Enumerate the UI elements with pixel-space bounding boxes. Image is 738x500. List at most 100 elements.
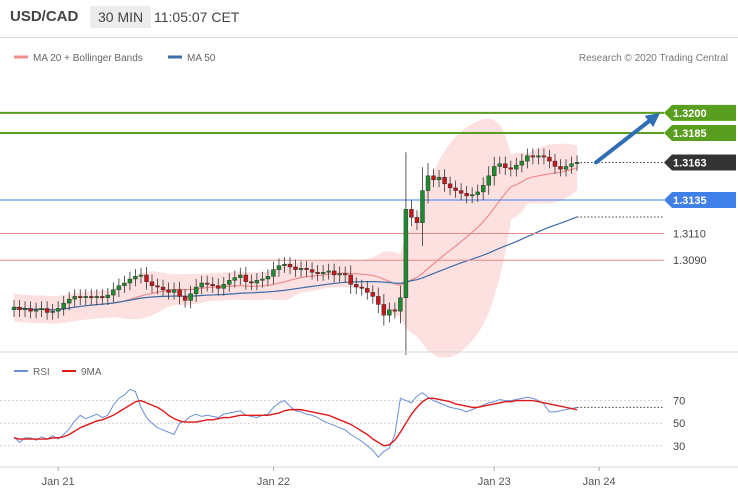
rsi-line (13, 388, 578, 458)
candle-body (210, 284, 215, 286)
level-label-1.3135: 1.3135 (673, 195, 707, 207)
key-levels: 1.3200 1.3185 1.3163 1.3135 1.3110 1.3090 (0, 104, 736, 267)
candle-body (265, 276, 271, 280)
candle-body (50, 310, 55, 313)
rsi-legend: RSI 9MA (14, 367, 102, 378)
candle-body (182, 296, 188, 301)
level-label-1.3185: 1.3185 (673, 128, 707, 140)
candle-body (44, 308, 50, 313)
candle-body (39, 308, 44, 311)
candle-body (33, 309, 39, 312)
forecast-arrow (594, 112, 660, 165)
candle-body (420, 190, 425, 223)
candle-body (569, 163, 574, 167)
candle-body (298, 268, 304, 270)
candle-body (376, 296, 381, 305)
candle-body (365, 288, 370, 293)
rsi-tick-70: 70 (673, 396, 685, 408)
candle-body (536, 155, 541, 158)
candle-body (469, 194, 475, 197)
candle-body (320, 272, 326, 274)
candle-body (149, 281, 155, 286)
candle-body (508, 167, 513, 170)
candle-body (276, 265, 282, 270)
candle-body (403, 209, 409, 298)
candle-body (387, 309, 392, 316)
candle-body (282, 264, 287, 266)
candle-body (216, 285, 221, 289)
candle-body (370, 292, 375, 297)
candle-body (552, 160, 558, 167)
bollinger-band-fill (14, 118, 578, 358)
candle-body (497, 163, 502, 167)
candle-body (486, 175, 491, 186)
candle-body (138, 274, 144, 277)
level-tag-1.3200 (664, 104, 736, 121)
candle-body (315, 272, 320, 274)
candle-body (458, 190, 464, 194)
forecast-arrow-shaft (594, 116, 654, 165)
level-tag-1.3135 (664, 191, 736, 208)
candle-body (414, 217, 420, 223)
symbol-label: USD/CAD (10, 8, 79, 25)
copyright-label: Research © 2020 Trading Central (579, 53, 728, 64)
candle-body (392, 309, 398, 312)
candle-body (436, 176, 442, 181)
candle-body (326, 270, 331, 273)
x-tick-jan-22: Jan 22 (257, 476, 290, 488)
candle-body (188, 293, 193, 301)
header-divider (0, 37, 738, 38)
candle-body (144, 274, 149, 282)
rsi-tick-30: 30 (673, 441, 685, 453)
candle-body (354, 284, 359, 288)
candle-body (199, 282, 204, 288)
candle-body (17, 306, 22, 311)
candle-body (431, 175, 436, 181)
candle-body (55, 308, 61, 312)
candle-body (100, 296, 105, 298)
candle-body (492, 166, 497, 177)
candle-body (348, 274, 353, 285)
candle-body (547, 156, 552, 162)
candle-body (530, 155, 536, 158)
candle-body (11, 306, 17, 311)
candle-body (464, 193, 469, 197)
ma50-legend-label: MA 50 (187, 53, 216, 64)
chart-header: USD/CAD 30 MIN 11:05:07 CET (0, 0, 738, 38)
candle-body (475, 191, 480, 195)
rsi-legend-label: RSI (33, 367, 50, 378)
candle-body (287, 264, 293, 268)
candle-body (72, 296, 77, 300)
candle-body (122, 282, 127, 286)
candle-body (514, 164, 519, 170)
timeframe-button[interactable]: 30 MIN (90, 6, 152, 28)
bollinger-bands (13, 118, 578, 358)
rsi-panel: 30 50 70 (0, 388, 685, 458)
time-label: 11:05:07 CET (154, 9, 240, 25)
candle-body (425, 175, 431, 191)
candle-body (111, 289, 116, 296)
candle-body (22, 308, 28, 311)
candle-body (227, 280, 232, 285)
candle-body (309, 269, 315, 273)
candle-body (94, 296, 100, 298)
x-axis: Jan 21 Jan 22 Jan 23 Jan 24 (42, 467, 616, 488)
candle-body (343, 273, 348, 276)
bollinger-lower-line (13, 189, 578, 358)
candle-body (66, 298, 72, 304)
candle-body (105, 294, 111, 298)
rsi-ma-legend-label: 9MA (81, 367, 102, 378)
candle-body (193, 286, 199, 294)
candle-body (221, 284, 226, 289)
candle-body (574, 162, 580, 164)
candle-body (442, 176, 447, 185)
x-tick-jan-23: Jan 23 (478, 476, 511, 488)
candle-body (503, 163, 508, 168)
candle-body (260, 278, 265, 281)
candle-body (254, 280, 260, 284)
candle-body (243, 274, 249, 282)
candle-body (359, 286, 364, 289)
candle-body (166, 289, 171, 293)
candle-body (204, 282, 210, 285)
candle-body (249, 281, 254, 284)
